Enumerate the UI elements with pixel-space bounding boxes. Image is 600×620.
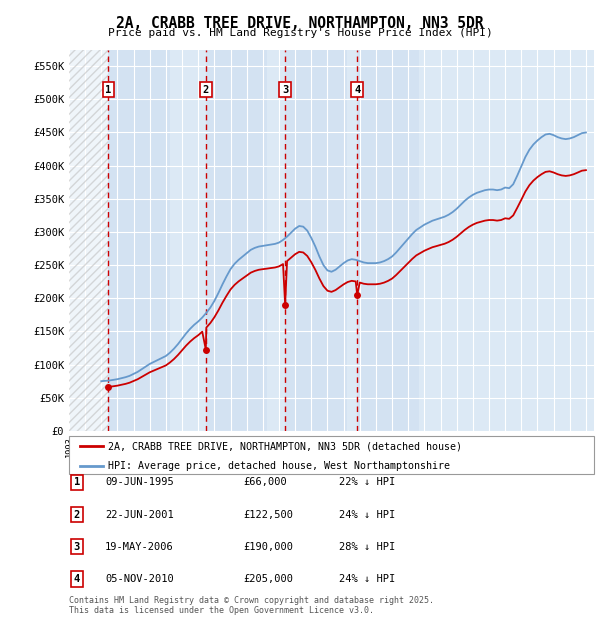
Text: HPI: Average price, detached house, West Northamptonshire: HPI: Average price, detached house, West… [109, 461, 451, 471]
Text: 24% ↓ HPI: 24% ↓ HPI [339, 510, 395, 520]
Text: 19-MAY-2006: 19-MAY-2006 [105, 542, 174, 552]
Bar [285, 50, 347, 431]
Text: 05-NOV-2010: 05-NOV-2010 [105, 574, 174, 584]
Text: 3: 3 [282, 85, 288, 95]
Text: 09-JUN-1995: 09-JUN-1995 [105, 477, 174, 487]
Text: 22% ↓ HPI: 22% ↓ HPI [339, 477, 395, 487]
Text: 1: 1 [74, 477, 80, 487]
Text: Price paid vs. HM Land Registry's House Price Index (HPI): Price paid vs. HM Land Registry's House … [107, 28, 493, 38]
Text: 28% ↓ HPI: 28% ↓ HPI [339, 542, 395, 552]
Text: 2: 2 [74, 510, 80, 520]
Text: 2A, CRABB TREE DRIVE, NORTHAMPTON, NN3 5DR: 2A, CRABB TREE DRIVE, NORTHAMPTON, NN3 5… [116, 16, 484, 30]
Text: 2: 2 [203, 85, 209, 95]
FancyBboxPatch shape [69, 436, 594, 474]
Text: 22-JUN-2001: 22-JUN-2001 [105, 510, 174, 520]
Text: 1: 1 [105, 85, 112, 95]
Text: £190,000: £190,000 [243, 542, 293, 552]
Bar [206, 50, 267, 431]
Text: 4: 4 [74, 574, 80, 584]
Bar [357, 50, 419, 431]
Text: 24% ↓ HPI: 24% ↓ HPI [339, 574, 395, 584]
Text: £122,500: £122,500 [243, 510, 293, 520]
Text: 3: 3 [74, 542, 80, 552]
Text: £66,000: £66,000 [243, 477, 287, 487]
Text: Contains HM Land Registry data © Crown copyright and database right 2025.
This d: Contains HM Land Registry data © Crown c… [69, 596, 434, 615]
Text: 2A, CRABB TREE DRIVE, NORTHAMPTON, NN3 5DR (detached house): 2A, CRABB TREE DRIVE, NORTHAMPTON, NN3 5… [109, 441, 463, 451]
Bar [109, 50, 170, 431]
Text: £205,000: £205,000 [243, 574, 293, 584]
Text: 4: 4 [354, 85, 361, 95]
Bar [69, 50, 109, 431]
